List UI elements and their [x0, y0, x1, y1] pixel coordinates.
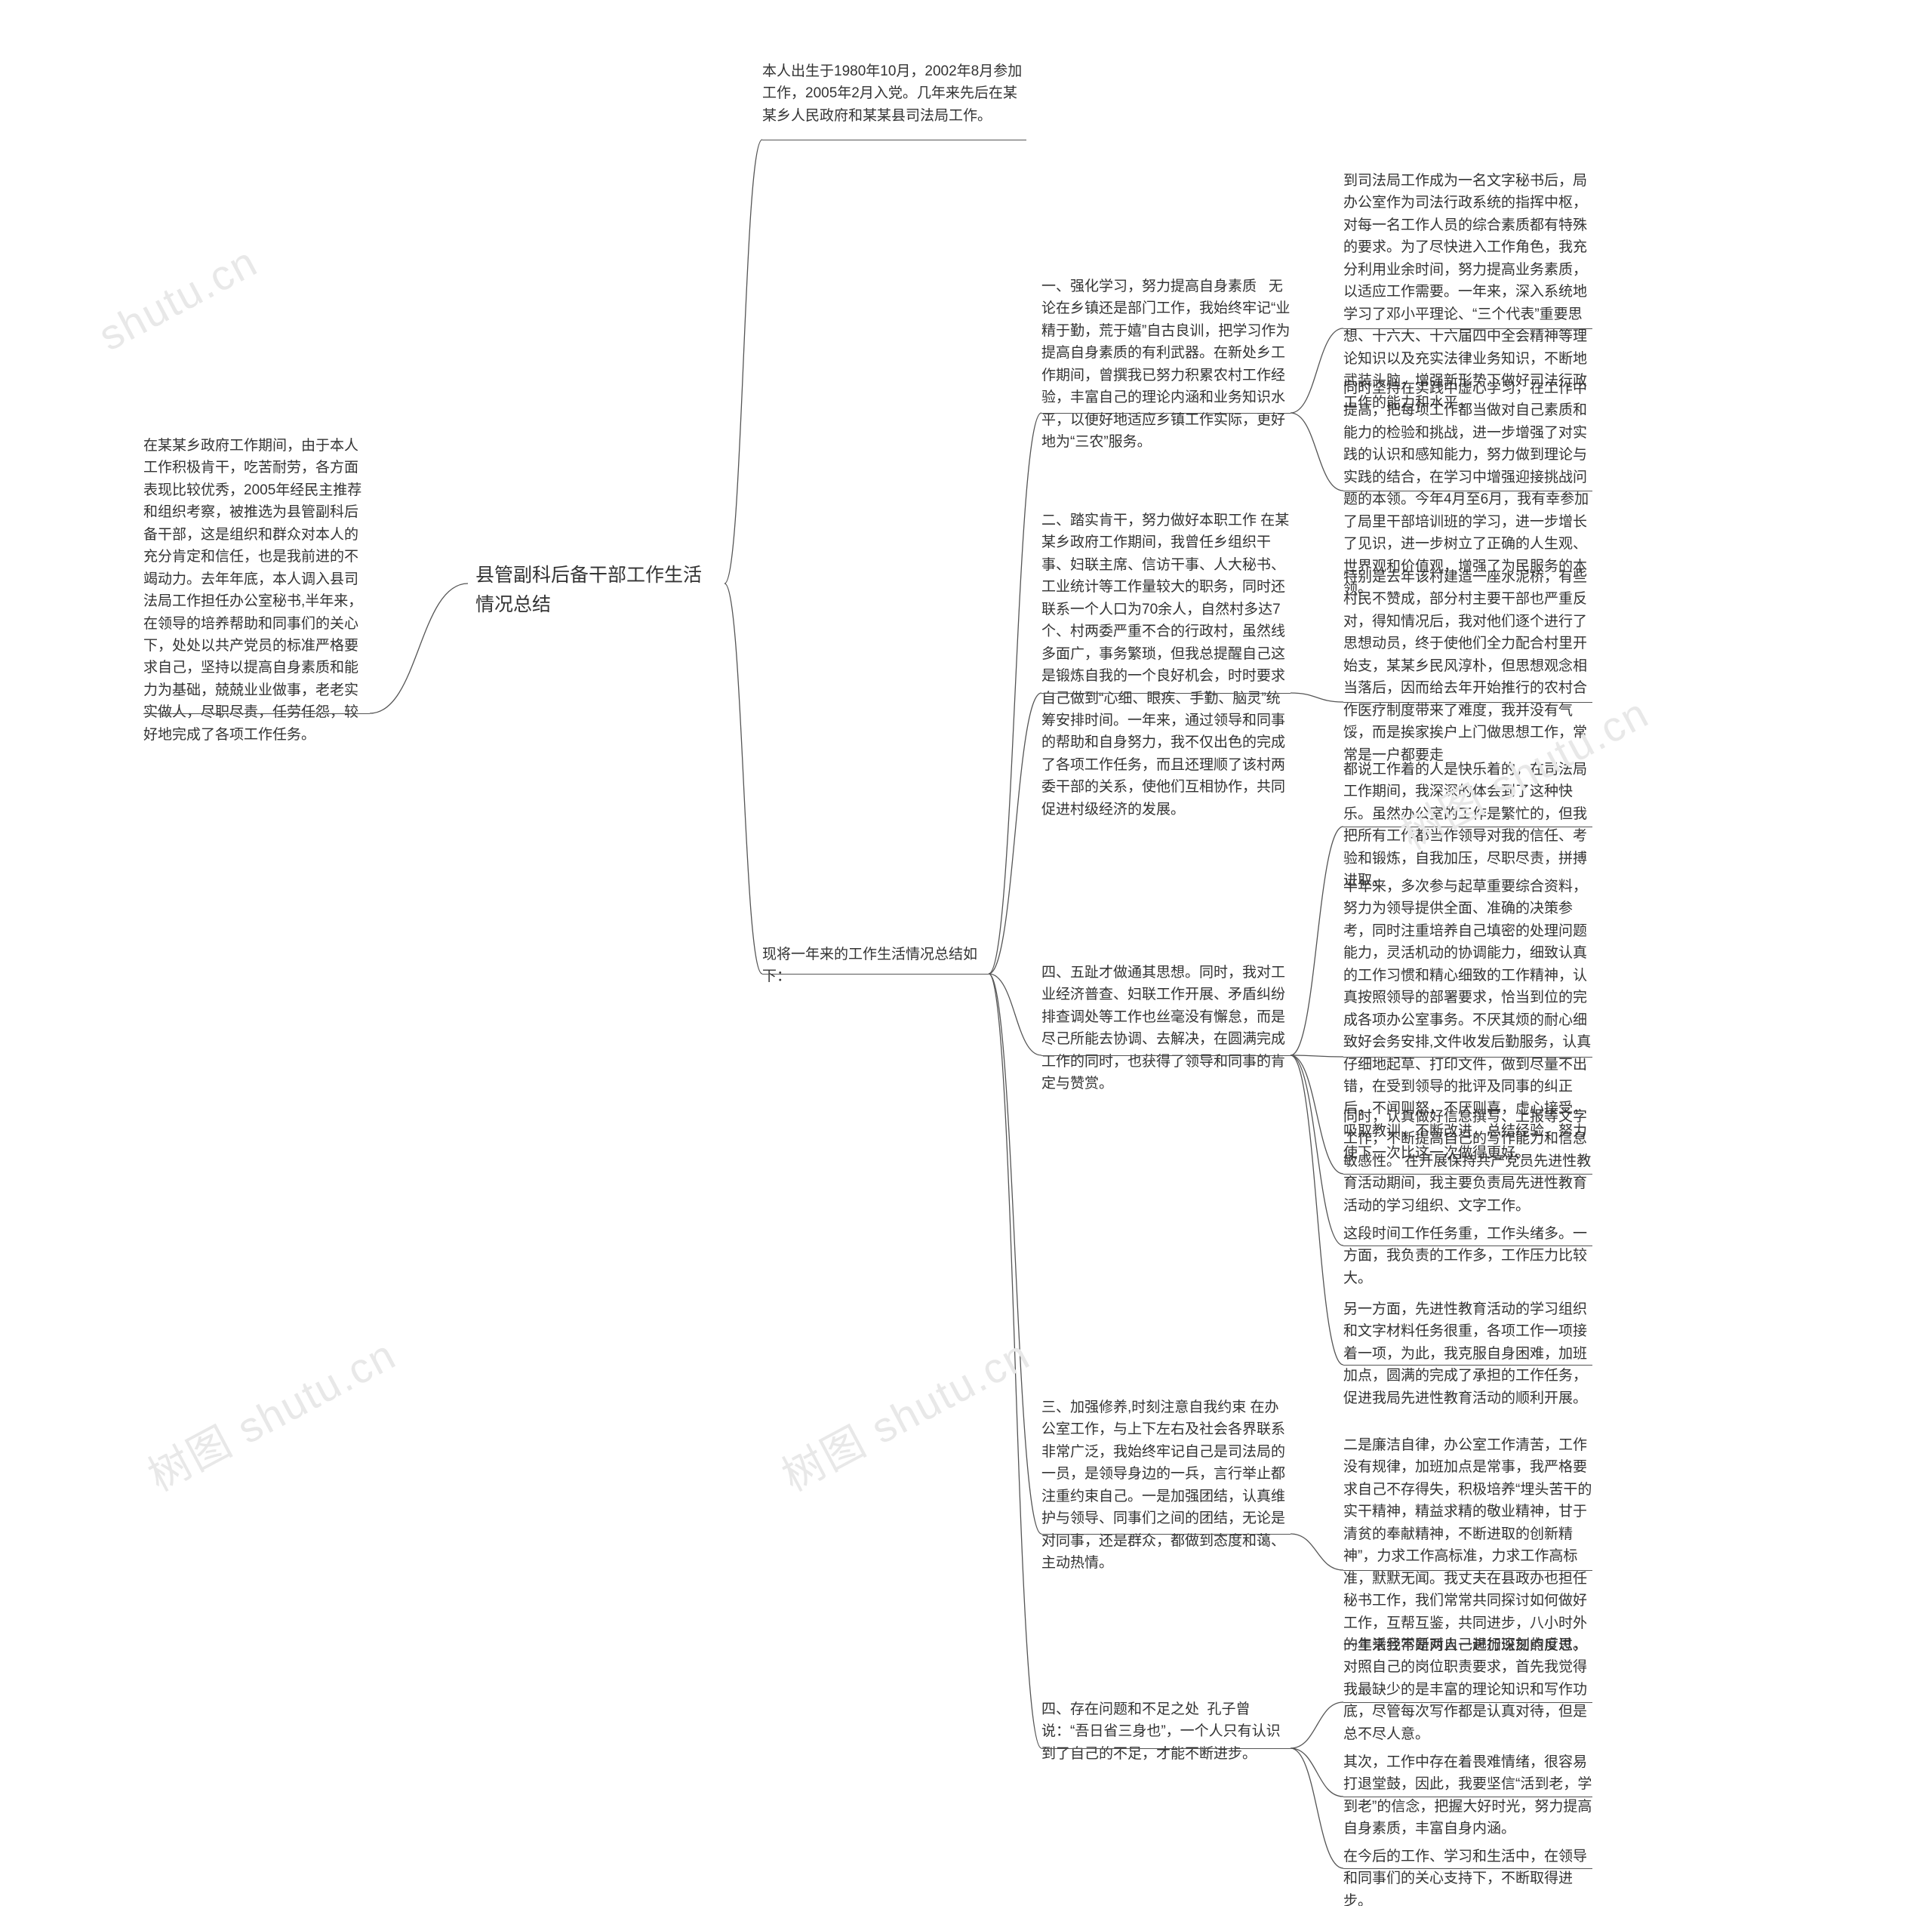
watermark: 树图 shutu.cn — [136, 1321, 405, 1503]
node-underline — [1343, 328, 1592, 329]
mindmap-node: 现将一年来的工作生活情况总结如下： — [762, 944, 989, 988]
node-underline — [1041, 1055, 1291, 1056]
mindmap-node: 这段时间工作任务重，工作头绪多。一方面，我负责的工作多，工作压力比较大。 — [1343, 1223, 1592, 1289]
edge — [989, 693, 1041, 974]
mindmap-node: 一年来我不断对自己进行深刻的反思，对照自己的岗位职责要求，首先我觉得我最缺少的是… — [1343, 1634, 1592, 1745]
edge — [724, 140, 762, 584]
mindmap-node: 二、踏实肯干，努力做好本职工作 在某某乡政府工作期间，我曾任乡组织干事、妇联主席… — [1041, 510, 1291, 821]
node-underline — [1343, 1365, 1592, 1366]
mindmap-node: 在某某乡政府工作期间，由于本人工作积极肯干，吃苦耐劳，各方面表现比较优秀，200… — [143, 435, 370, 746]
node-underline — [1041, 413, 1291, 414]
mindmap-canvas: 县管副科后备干部工作生活情况总结 在某某乡政府工作期间，由于本人工作积极肯干，吃苦… — [0, 0, 1932, 1906]
edge — [989, 413, 1041, 974]
node-underline — [1343, 1702, 1592, 1703]
edge — [989, 974, 1041, 1534]
mindmap-node: 一、强化学习，努力提高自身素质 无论在乡镇还是部门工作，我始终牢记“业精于勤，荒… — [1041, 276, 1291, 454]
mindmap-node: 四、存在问题和不足之处 孔子曾说：“吾日省三身也”，一个人只有认识到了自己的不足… — [1041, 1698, 1291, 1765]
node-underline — [1041, 693, 1291, 694]
mindmap-node: 本人出生于1980年10月，2002年8月参加工作，2005年2月入党。几年来先… — [762, 60, 1026, 127]
edge — [1291, 328, 1343, 413]
node-underline — [1041, 1534, 1291, 1535]
edge — [1291, 1055, 1343, 1365]
edge — [1291, 413, 1343, 491]
edge — [370, 584, 468, 713]
mindmap-node: 其次，工作中存在着畏难情绪，很容易打退堂鼓，因此，我要坚信“活到老，学到老”的信… — [1343, 1751, 1592, 1840]
node-underline — [143, 713, 370, 714]
edge — [1291, 1534, 1343, 1570]
edge — [1291, 693, 1343, 702]
mindmap-node: 在今后的工作、学习和生活中，在领导和同事们的关心支持下，不断取得进步。 — [1343, 1846, 1592, 1906]
node-underline — [762, 974, 989, 975]
mindmap-node: 特别是去年该村建造一座水泥桥，有些村民不赞成，部分村主要干部也严重反对，得知情况… — [1343, 566, 1592, 766]
mindmap-node: 三、加强修养,时刻注意自我约束 在办公室工作，与上下左右及社会各界联系非常广泛，… — [1041, 1396, 1291, 1575]
edge — [1291, 1702, 1343, 1748]
mindmap-node: 都说工作着的人是快乐着的，在司法局工作期间，我深深的体会到了这种快乐。虽然办公室… — [1343, 759, 1592, 892]
node-underline — [1343, 702, 1592, 703]
edge — [1291, 827, 1343, 1055]
edge — [1291, 1055, 1343, 1174]
mindmap-node: 四、五趾才做通其思想。同时，我对工业经济普查、妇联工作开展、矛盾纠纷排查调处等工… — [1041, 962, 1291, 1095]
mindmap-node: 县管副科后备干部工作生活情况总结 — [475, 561, 717, 620]
edge — [989, 974, 1041, 1055]
node-underline — [1343, 1570, 1592, 1571]
node-underline — [1343, 1057, 1592, 1058]
edge — [1291, 1055, 1343, 1246]
watermark: shutu.cn — [91, 236, 266, 360]
edge — [989, 974, 1041, 1748]
mindmap-node: 同时，认真做好信息撰写、上报等文字工作，不断提高自己的写作能力和信息敏感性。 在… — [1343, 1106, 1592, 1217]
mindmap-node: 另一方面，先进性教育活动的学习组织和文字材料任务很重，各项工作一项接着一项，为此… — [1343, 1298, 1592, 1409]
edge — [1291, 1748, 1343, 1868]
mindmap-node: 二是廉洁自律，办公室工作清苦，工作没有规律，加班加点是常事，我严格要求自己不存得… — [1343, 1434, 1592, 1656]
watermark: 树图 shutu.cn — [770, 1321, 1039, 1503]
node-underline — [1343, 1868, 1592, 1869]
node-underline — [1041, 1748, 1291, 1749]
edge — [1291, 1055, 1343, 1057]
edge — [724, 584, 762, 974]
edge — [1291, 1748, 1343, 1797]
node-underline — [1343, 1174, 1592, 1175]
